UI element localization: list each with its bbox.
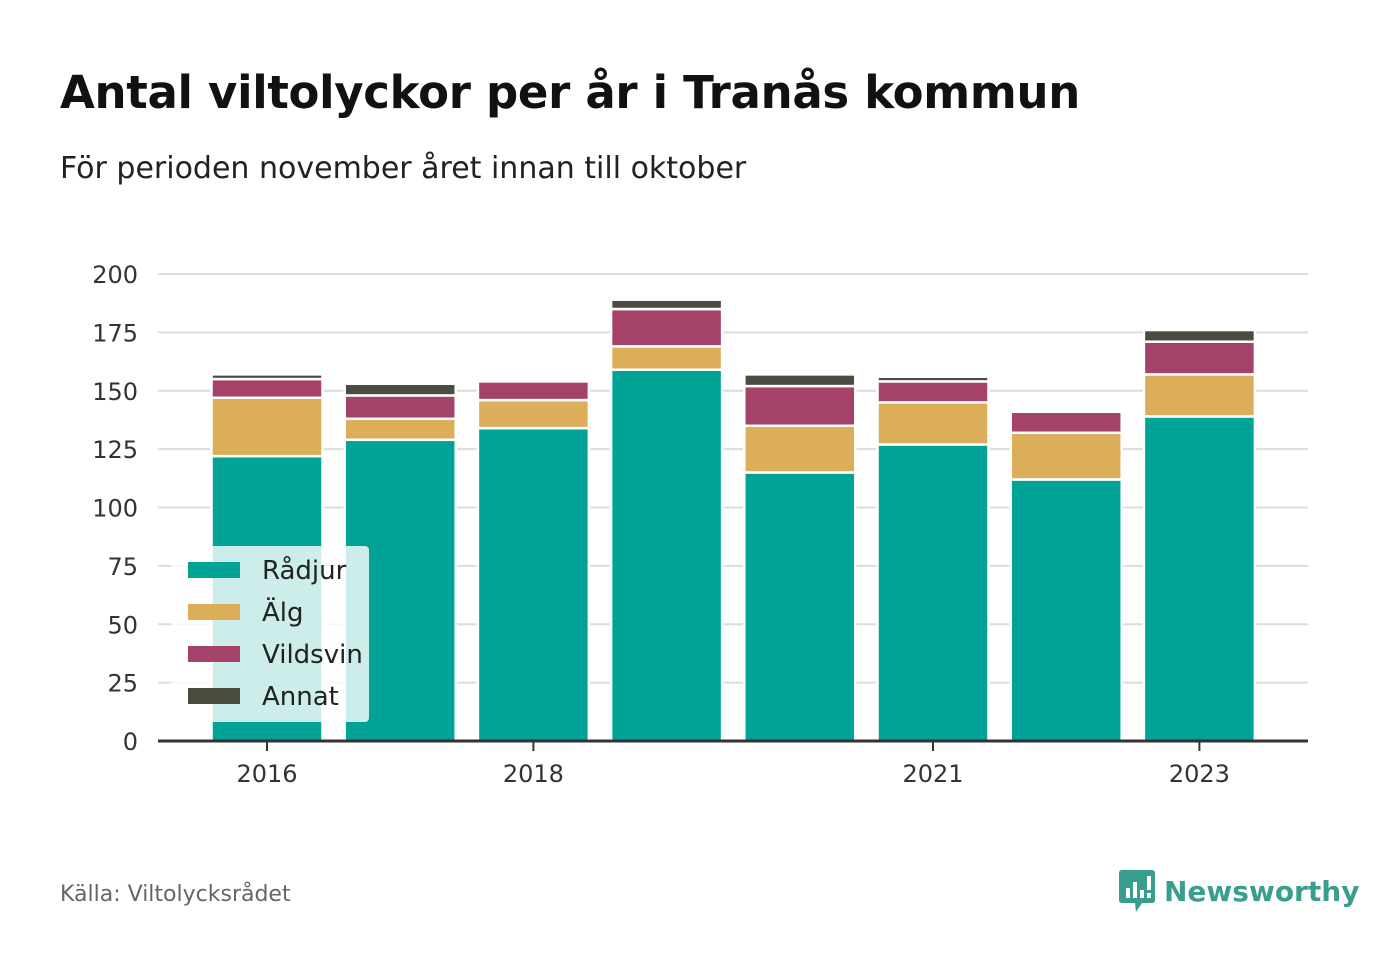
y-tick-label: 25 bbox=[107, 670, 138, 698]
bar-segment bbox=[1142, 340, 1257, 376]
bar-segment bbox=[476, 380, 591, 402]
bar-segment bbox=[1142, 415, 1257, 743]
legend-swatch bbox=[188, 646, 240, 662]
bar-segment bbox=[1009, 410, 1123, 435]
y-tick-label: 125 bbox=[92, 436, 138, 464]
bar-segment bbox=[609, 307, 724, 348]
newsworthy-logo: Newsworthy bbox=[1118, 868, 1359, 914]
bar-segment bbox=[743, 424, 857, 474]
bar-segment bbox=[609, 368, 724, 743]
bar-segment bbox=[210, 396, 324, 458]
bars bbox=[210, 298, 1257, 743]
y-tick-label: 100 bbox=[92, 495, 138, 523]
bar-segment bbox=[743, 471, 857, 743]
legend: Rådjur Älg Vildsvin Annat bbox=[171, 546, 369, 722]
bar-segment bbox=[876, 375, 990, 383]
bar-segment bbox=[1009, 408, 1123, 414]
axes: 0 25 50 75 100 125 150 175 200 2016 2018 2021 2023 bbox=[92, 261, 1308, 788]
x-tick-label: 2016 bbox=[236, 760, 297, 788]
legend-label: Rådjur bbox=[262, 555, 347, 586]
legend-label: Annat bbox=[262, 682, 339, 712]
bar-segment bbox=[210, 377, 324, 400]
bar-segment bbox=[1009, 431, 1123, 481]
bar-segment bbox=[876, 443, 990, 743]
bar-segment bbox=[1142, 328, 1257, 343]
y-tick-label: 75 bbox=[107, 553, 138, 581]
y-tick-label: 150 bbox=[92, 378, 138, 406]
bar-segment bbox=[343, 394, 457, 421]
bar-segment bbox=[1142, 373, 1257, 418]
chart-subtitle: För perioden november året innan till ok… bbox=[60, 151, 747, 186]
brand-name: Newsworthy bbox=[1164, 874, 1360, 908]
bar-segment bbox=[343, 417, 457, 442]
legend-label: Älg bbox=[262, 596, 304, 628]
legend-swatch bbox=[188, 688, 240, 704]
legend-label: Vildsvin bbox=[262, 640, 363, 670]
bar-segment bbox=[876, 401, 990, 446]
y-tick-label: 50 bbox=[107, 611, 138, 639]
legend-box bbox=[171, 546, 369, 722]
bar-segment bbox=[476, 398, 591, 430]
legend-swatch bbox=[188, 562, 240, 578]
bar-segment bbox=[743, 373, 857, 388]
bar-segment bbox=[1009, 478, 1123, 743]
bar-segment bbox=[609, 345, 724, 371]
x-tick-label: 2021 bbox=[902, 760, 963, 788]
bar-segment bbox=[343, 382, 457, 397]
bar-segment bbox=[476, 426, 591, 743]
newsworthy-logo-icon bbox=[1119, 870, 1155, 912]
bar-segment bbox=[743, 384, 857, 428]
source-note: Källa: Viltolycksrådet bbox=[60, 882, 291, 907]
chart-title: Antal viltolyckor per år i Tranås kommun bbox=[60, 66, 1080, 119]
y-tick-label: 0 bbox=[123, 728, 138, 756]
bar-segment bbox=[210, 373, 324, 381]
bar-segment bbox=[609, 298, 724, 311]
legend-swatch bbox=[188, 604, 240, 620]
y-tick-label: 175 bbox=[92, 319, 138, 347]
y-tick-label: 200 bbox=[92, 261, 138, 289]
x-tick-label: 2018 bbox=[503, 760, 564, 788]
x-tick-label: 2023 bbox=[1169, 760, 1230, 788]
bar-segment bbox=[876, 380, 990, 404]
